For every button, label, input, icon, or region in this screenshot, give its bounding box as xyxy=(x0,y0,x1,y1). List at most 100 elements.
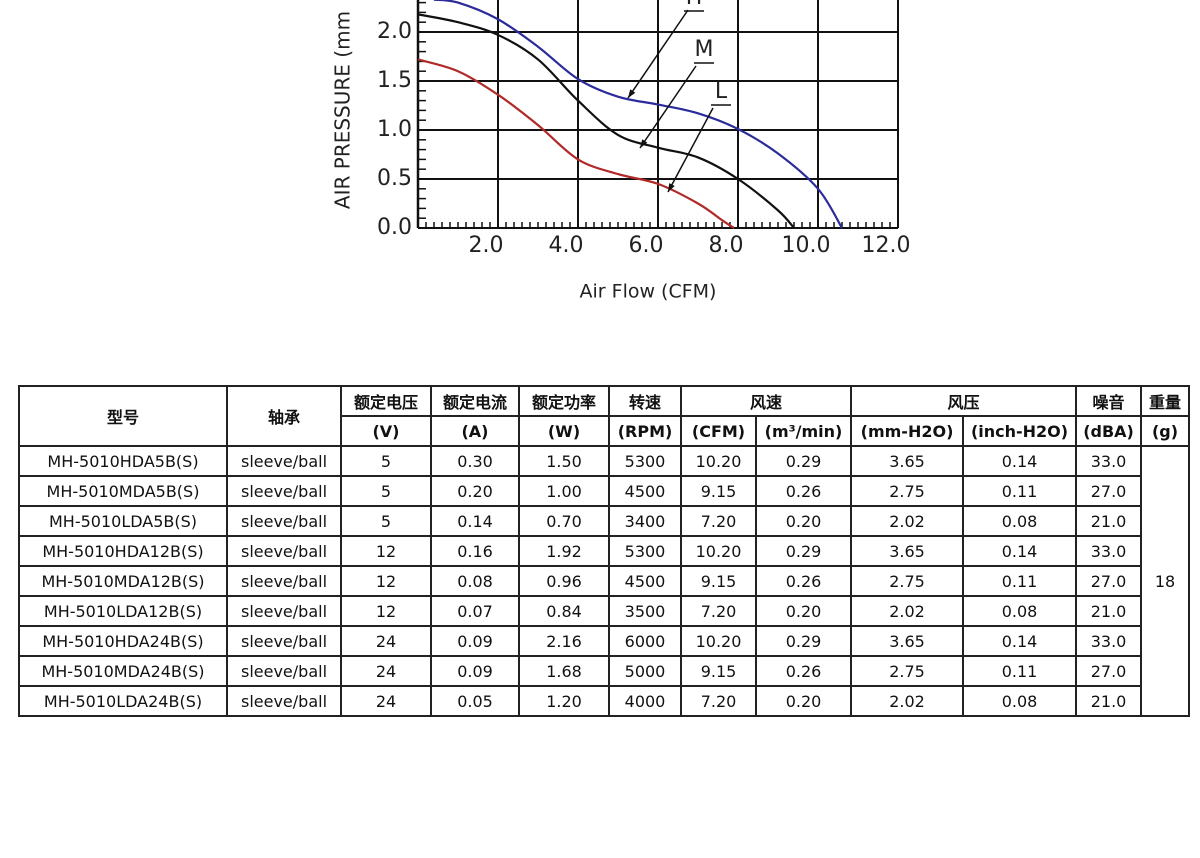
annotation-arrow xyxy=(639,65,697,149)
table-cell: 0.08 xyxy=(430,565,520,597)
table-row: MH-5010MDA12B(S) sleeve/ball 12 0.08 0.96 450… xyxy=(18,565,1189,597)
chart: AIR PRESSURE (mm Air Flow (CFM) 0.0 0.5 1.… xyxy=(331,0,911,303)
header-cell: 额定功率 xyxy=(518,385,610,417)
header-cell: 风压 xyxy=(850,385,1078,417)
table-cell: 7.20 xyxy=(680,685,757,717)
table-cell: sleeve/ball xyxy=(226,625,342,657)
table-cell: 12 xyxy=(340,535,432,567)
line-series xyxy=(417,13,795,229)
annotation-arrow xyxy=(667,107,714,193)
table-cell: sleeve/ball xyxy=(226,445,342,477)
table-cell: 9.15 xyxy=(680,655,757,687)
table-row: MH-5010MDA24B(S) sleeve/ball 24 0.09 1.68 500… xyxy=(18,655,1189,687)
table-cell: 5 xyxy=(340,445,432,477)
table-cell: 2.02 xyxy=(850,595,965,627)
table-cell: 0.08 xyxy=(962,595,1078,627)
table-cell: 2.02 xyxy=(850,685,965,717)
table-cell: 0.11 xyxy=(962,565,1078,597)
table-cell: 33.0 xyxy=(1075,445,1143,477)
header-cell: 转速 xyxy=(608,385,682,417)
table-cell: MH-5010MDA24B(S) xyxy=(18,655,228,687)
header-cell: (mm-H2O) xyxy=(850,415,965,447)
table-cell: 0.20 xyxy=(430,475,520,507)
x-tick-label: 8.0 xyxy=(709,233,744,258)
table-cell: 0.30 xyxy=(430,445,520,477)
table-cell: 0.09 xyxy=(430,655,520,687)
table-cell: 0.09 xyxy=(430,625,520,657)
header-cell: 风速 xyxy=(679,385,853,417)
table-cell: MH-5010HDA12B(S) xyxy=(18,535,228,567)
table-cell: 1.92 xyxy=(518,535,610,567)
table-cell: MH-5010MDA5B(S) xyxy=(18,475,228,507)
header-cell: (g) xyxy=(1140,415,1191,447)
table-cell: 1.20 xyxy=(518,685,610,717)
table-cell: 0.14 xyxy=(962,625,1078,657)
table-cell: 3.65 xyxy=(850,625,965,657)
table-cell: 0.26 xyxy=(754,655,853,687)
table-cell: 0.11 xyxy=(962,475,1078,507)
table-cell: MH-5010LDA5B(S) xyxy=(18,505,228,537)
table-cell: 0.14 xyxy=(962,445,1078,477)
table-cell: 10.20 xyxy=(680,625,757,657)
table-cell: 2.16 xyxy=(518,625,610,657)
line-series xyxy=(433,0,843,229)
header-cell: (A) xyxy=(430,415,520,447)
table-cell: 4500 xyxy=(608,475,682,507)
table-cell: 0.20 xyxy=(754,685,853,717)
table-cell: 0.08 xyxy=(962,685,1078,717)
arrow-head xyxy=(628,89,636,98)
table-cell: 24 xyxy=(340,685,432,717)
table-cell: 5000 xyxy=(608,655,682,687)
header-cell: (RPM) xyxy=(608,415,682,447)
header-cell: (V) xyxy=(340,415,432,447)
x-axis-label: Air Flow (CFM) xyxy=(580,281,717,303)
x-tick-label: 4.0 xyxy=(549,233,584,258)
table-cell: 9.15 xyxy=(680,565,757,597)
table-cell: 5300 xyxy=(608,445,682,477)
table-cell: 0.20 xyxy=(754,505,853,537)
table-cell: 10.20 xyxy=(680,535,757,567)
table-cell: 21.0 xyxy=(1075,505,1143,537)
table-cell: 6000 xyxy=(608,625,682,657)
table-cell: 24 xyxy=(340,625,432,657)
table-cell: sleeve/ball xyxy=(226,535,342,567)
table-cell: 3.65 xyxy=(850,535,965,567)
table-row: MH-5010HDA24B(S) sleeve/ball 24 0.09 2.16 600… xyxy=(18,625,1189,657)
table-cell: 0.29 xyxy=(754,625,853,657)
table-cell: 7.20 xyxy=(680,595,757,627)
table-cell: 3400 xyxy=(608,505,682,537)
table-cell: sleeve/ball xyxy=(226,595,342,627)
table-cell: 27.0 xyxy=(1075,565,1143,597)
table-row: MH-5010MDA5B(S) sleeve/ball 5 0.20 1.00 4500 9… xyxy=(18,475,1189,507)
table-cell: sleeve/ball xyxy=(226,475,342,507)
y-axis-label: AIR PRESSURE (mm xyxy=(331,11,355,209)
table-cell: 0.11 xyxy=(962,655,1078,687)
y-tick-label: 2.0 xyxy=(377,19,412,44)
table-cell: 12 xyxy=(340,565,432,597)
header-row: (V) (A) (W) (RPM) (CFM) (m³/min) (mm-H2O) (inch… xyxy=(19,415,1191,447)
y-tick-label: 1.0 xyxy=(377,117,412,142)
table-cell: 24 xyxy=(340,655,432,687)
table-cell: MH-5010LDA24B(S) xyxy=(18,685,228,717)
header-cell: (dBA) xyxy=(1075,415,1143,447)
table-cell: 21.0 xyxy=(1075,595,1143,627)
table-row: MH-5010LDA12B(S) sleeve/ball 12 0.07 0.84 350… xyxy=(18,595,1189,627)
table-cell: 33.0 xyxy=(1075,625,1143,657)
header-cell: 额定电流 xyxy=(430,385,520,417)
table-cell: 33.0 xyxy=(1075,535,1143,567)
table-cell: 4500 xyxy=(608,565,682,597)
table-cell: 3.65 xyxy=(850,445,965,477)
table-cell: sleeve/ball xyxy=(226,685,342,717)
table-cell: 0.14 xyxy=(430,505,520,537)
x-tick-label: 10.0 xyxy=(782,233,831,258)
arrow-head xyxy=(668,183,675,192)
table-cell: 1.50 xyxy=(518,445,610,477)
table-row: MH-5010LDA24B(S) sleeve/ball 24 0.05 1.20 400… xyxy=(18,685,1189,717)
table-cell: sleeve/ball xyxy=(226,655,342,687)
table-cell: MH-5010HDA5B(S) xyxy=(18,445,228,477)
x-tick-label: 12.0 xyxy=(862,233,911,258)
header-cell: 型号 xyxy=(18,385,228,447)
table-cell: 2.02 xyxy=(850,505,965,537)
table-cell: 7.20 xyxy=(680,505,757,537)
table-cell: 2.75 xyxy=(850,475,965,507)
